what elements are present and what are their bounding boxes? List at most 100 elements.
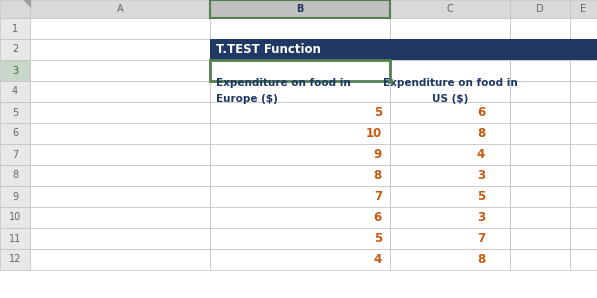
Bar: [210, 186, 390, 207]
Text: A: A: [116, 4, 124, 14]
Text: 8: 8: [477, 253, 485, 266]
Text: Europe ($): Europe ($): [216, 94, 278, 105]
Bar: [390, 249, 510, 270]
Bar: [570, 81, 597, 102]
Bar: [390, 207, 510, 228]
Bar: [510, 81, 570, 102]
Bar: [510, 60, 570, 81]
Bar: [30, 81, 210, 102]
Text: 10: 10: [366, 127, 382, 140]
Bar: [570, 60, 597, 81]
Bar: [30, 228, 210, 249]
Bar: [570, 186, 597, 207]
Bar: [510, 123, 570, 144]
Text: 3: 3: [12, 66, 18, 75]
Bar: [30, 123, 210, 144]
Bar: [0, 81, 30, 102]
Bar: [210, 102, 390, 123]
Text: 4: 4: [374, 253, 382, 266]
Bar: [390, 102, 510, 123]
Bar: [210, 144, 390, 165]
Bar: [570, 228, 597, 249]
Bar: [210, 60, 390, 81]
Text: 6: 6: [12, 128, 18, 139]
Text: 4: 4: [12, 86, 18, 97]
Bar: [0, 102, 30, 123]
Text: 5: 5: [374, 232, 382, 245]
Text: 8: 8: [12, 170, 18, 181]
Text: 8: 8: [374, 169, 382, 182]
Bar: [0, 249, 30, 270]
Text: B: B: [296, 4, 304, 14]
Bar: [510, 228, 570, 249]
Text: 9: 9: [374, 148, 382, 161]
Text: 5: 5: [477, 190, 485, 203]
Bar: [570, 165, 597, 186]
Text: 5: 5: [12, 108, 18, 117]
Text: Expenditure on food in: Expenditure on food in: [383, 78, 518, 89]
Bar: [390, 186, 510, 207]
Bar: [510, 0, 570, 18]
Bar: [0, 186, 30, 207]
Bar: [570, 0, 597, 18]
Bar: [390, 18, 510, 39]
Bar: [210, 18, 390, 39]
Bar: [510, 39, 570, 60]
Text: 10: 10: [9, 212, 21, 223]
Bar: [510, 207, 570, 228]
Text: T.TEST Function: T.TEST Function: [216, 43, 321, 56]
Bar: [30, 186, 210, 207]
Bar: [510, 18, 570, 39]
Text: 9: 9: [12, 192, 18, 201]
Bar: [30, 60, 210, 81]
Bar: [210, 228, 390, 249]
Text: 4: 4: [477, 148, 485, 161]
Text: E: E: [580, 4, 587, 14]
Polygon shape: [24, 0, 30, 6]
Bar: [30, 165, 210, 186]
Bar: [30, 249, 210, 270]
Bar: [30, 39, 210, 60]
Bar: [0, 123, 30, 144]
Bar: [510, 102, 570, 123]
Bar: [570, 249, 597, 270]
Text: 7: 7: [477, 232, 485, 245]
Bar: [390, 0, 510, 18]
Bar: [0, 207, 30, 228]
Bar: [30, 102, 210, 123]
Bar: [390, 228, 510, 249]
Bar: [390, 144, 510, 165]
Bar: [0, 228, 30, 249]
Text: 12: 12: [9, 254, 21, 265]
Bar: [510, 165, 570, 186]
Bar: [30, 207, 210, 228]
Bar: [0, 165, 30, 186]
Bar: [210, 39, 390, 60]
Bar: [390, 60, 510, 81]
Bar: [390, 81, 510, 102]
Bar: [210, 60, 390, 81]
Bar: [30, 18, 210, 39]
Text: C: C: [447, 4, 453, 14]
Text: US ($): US ($): [432, 94, 468, 105]
Bar: [570, 102, 597, 123]
Text: Expenditure on food in: Expenditure on food in: [216, 78, 351, 89]
Bar: [570, 207, 597, 228]
Bar: [0, 0, 30, 18]
Bar: [510, 249, 570, 270]
Bar: [210, 81, 390, 102]
Bar: [210, 165, 390, 186]
Bar: [0, 144, 30, 165]
Bar: [390, 165, 510, 186]
Bar: [0, 18, 30, 39]
Text: 5: 5: [374, 106, 382, 119]
Bar: [570, 18, 597, 39]
Text: D: D: [536, 4, 544, 14]
Bar: [0, 39, 30, 60]
Text: 3: 3: [477, 211, 485, 224]
Bar: [30, 0, 210, 18]
Text: 7: 7: [12, 150, 18, 159]
Text: 11: 11: [9, 234, 21, 243]
Bar: [570, 39, 597, 60]
Bar: [210, 249, 390, 270]
